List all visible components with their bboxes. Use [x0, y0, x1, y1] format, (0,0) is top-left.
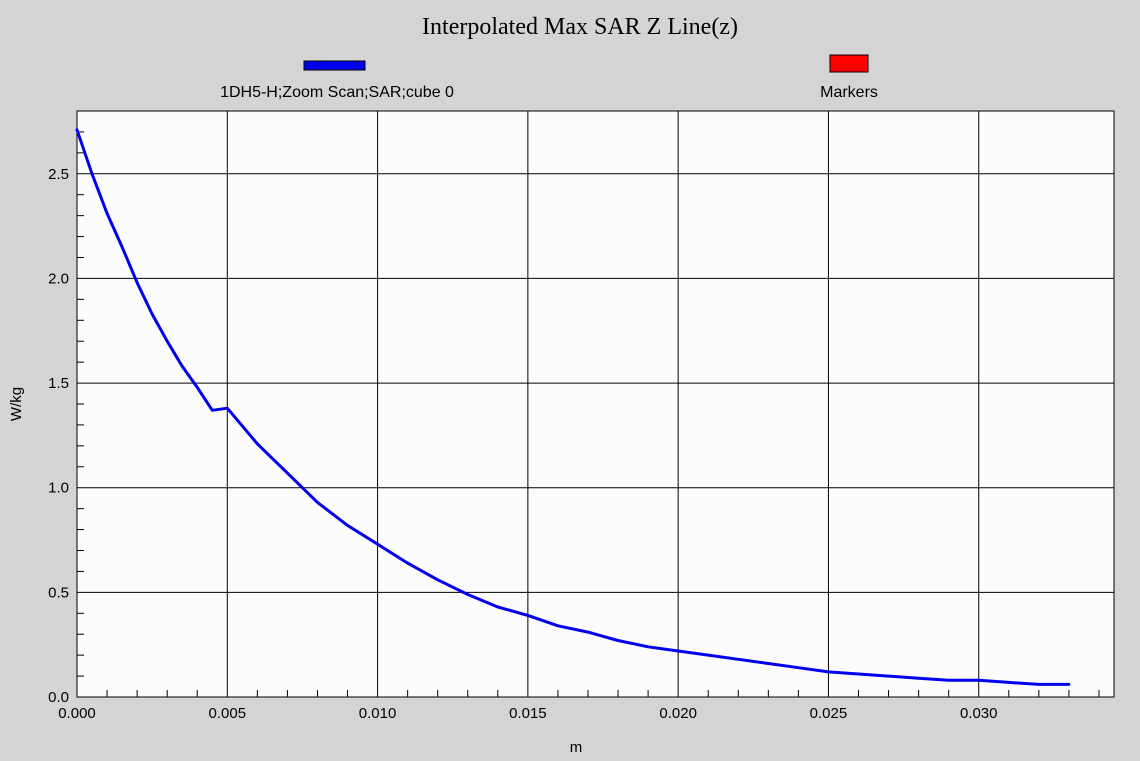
- x-tick-label: 0.005: [209, 705, 247, 722]
- y-tick-label: 0.0: [48, 689, 69, 706]
- x-axis-ticks: 0.000 0.005 0.010 0.015 0.020 0.025 0.030: [58, 705, 997, 722]
- y-axis-label: W/kg: [8, 387, 25, 421]
- x-axis-label: m: [570, 739, 583, 756]
- y-tick-label: 1.5: [48, 375, 69, 392]
- x-tick-label: 0.020: [659, 705, 697, 722]
- x-tick-label: 0.030: [960, 705, 998, 722]
- plot-area: [76, 110, 1115, 698]
- legend: 1DH5-H;Zoom Scan;SAR;cube 0 Markers: [220, 54, 878, 101]
- y-tick-label: 0.5: [48, 584, 69, 601]
- y-tick-label: 1.0: [48, 480, 69, 497]
- y-axis-ticks: 0.0 0.5 1.0 1.5 2.0 2.5: [48, 166, 69, 706]
- series-line-0: [75, 128, 1071, 686]
- legend-swatch-series: [303, 60, 366, 71]
- y-tick-label: 2.0: [48, 270, 69, 287]
- x-tick-label: 0.010: [359, 705, 397, 722]
- x-tick-label: 0.025: [810, 705, 848, 722]
- x-tick-label: 0.000: [58, 705, 96, 722]
- x-tick-label: 0.015: [509, 705, 547, 722]
- grid: [77, 111, 1114, 697]
- legend-label-markers: Markers: [820, 84, 878, 101]
- y-tick-label: 2.5: [48, 166, 69, 183]
- series-layer: [75, 128, 1071, 686]
- legend-label-series: 1DH5-H;Zoom Scan;SAR;cube 0: [220, 84, 454, 101]
- chart-title: Interpolated Max SAR Z Line(z): [422, 14, 738, 40]
- legend-swatch-markers: [829, 54, 869, 73]
